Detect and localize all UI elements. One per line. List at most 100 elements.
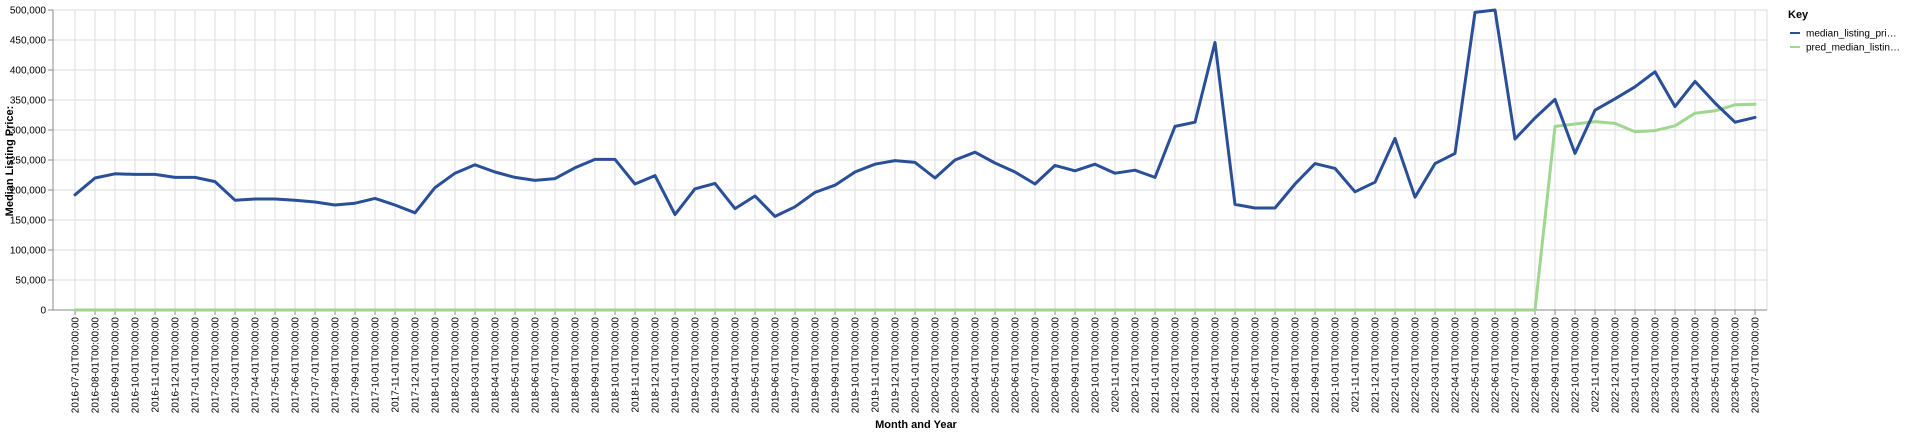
x-tick-label: 2020-02-01T00:00:00 bbox=[931, 317, 942, 414]
legend-title: Key bbox=[1788, 9, 1809, 21]
x-tick-label: 2017-12-01T00:00:00 bbox=[411, 317, 422, 414]
x-tick-label: 2018-12-01T00:00:00 bbox=[651, 317, 662, 414]
x-tick-label: 2019-03-01T00:00:00 bbox=[711, 317, 722, 414]
x-tick-label: 2018-08-01T00:00:00 bbox=[571, 317, 582, 414]
x-tick-label: 2018-11-01T00:00:00 bbox=[631, 317, 642, 413]
y-tick-label: 400,000 bbox=[10, 66, 47, 77]
x-axis: 2016-07-01T00:00:00 2016-08-01T00:00:00 20… bbox=[53, 309, 1767, 414]
x-tick-label: 2022-10-01T00:00:00 bbox=[1571, 317, 1582, 414]
x-tick-label: 2022-03-01T00:00:00 bbox=[1431, 317, 1442, 414]
x-tick-label: 2021-12-01T00:00:00 bbox=[1371, 317, 1382, 414]
x-tick-label: 2018-05-01T00:00:00 bbox=[511, 317, 522, 414]
x-tick-label: 2020-12-01T00:00:00 bbox=[1131, 317, 1142, 414]
x-tick-label: 2017-06-01T00:00:00 bbox=[291, 317, 302, 414]
x-tick-label: 2018-03-01T00:00:00 bbox=[471, 317, 482, 414]
x-tick-label: 2016-09-01T00:00:00 bbox=[111, 317, 122, 414]
y-axis-title: Median Listing Price: bbox=[4, 106, 16, 217]
x-tick-label: 2018-02-01T00:00:00 bbox=[451, 317, 462, 414]
x-tick-label: 2021-02-01T00:00:00 bbox=[1171, 317, 1182, 414]
x-tick-label: 2018-04-01T00:00:00 bbox=[491, 317, 502, 414]
x-tick-label: 2021-04-01T00:00:00 bbox=[1211, 317, 1222, 414]
series-line bbox=[73, 102, 1757, 312]
x-tick-label: 2019-05-01T00:00:00 bbox=[751, 317, 762, 414]
x-tick-label: 2019-10-01T00:00:00 bbox=[851, 317, 862, 414]
x-tick-label: 2018-07-01T00:00:00 bbox=[551, 317, 562, 414]
x-tick-label: 2021-09-01T00:00:00 bbox=[1311, 317, 1322, 414]
x-tick-label: 2020-08-01T00:00:00 bbox=[1051, 317, 1062, 414]
x-tick-label: 2016-12-01T00:00:00 bbox=[171, 317, 182, 414]
x-tick-label: 2022-04-01T00:00:00 bbox=[1451, 317, 1462, 414]
y-tick-label: 150,000 bbox=[10, 216, 47, 227]
x-tick-label: 2019-11-01T00:00:00 bbox=[871, 317, 882, 413]
x-tick-label: 2022-07-01T00:00:00 bbox=[1511, 317, 1522, 414]
x-tick-label: 2018-09-01T00:00:00 bbox=[591, 317, 602, 414]
x-tick-label: 2022-09-01T00:00:00 bbox=[1551, 317, 1562, 414]
x-tick-label: 2020-07-01T00:00:00 bbox=[1031, 317, 1042, 414]
x-tick-label: 2023-05-01T00:00:00 bbox=[1711, 317, 1722, 414]
x-tick-label: 2019-06-01T00:00:00 bbox=[771, 317, 782, 414]
y-tick-label: 500,000 bbox=[10, 6, 47, 17]
x-tick-label: 2022-01-01T00:00:00 bbox=[1391, 317, 1402, 414]
x-tick-label: 2020-05-01T00:00:00 bbox=[991, 317, 1002, 414]
x-tick-label: 2019-01-01T00:00:00 bbox=[671, 317, 682, 414]
x-tick-label: 2021-11-01T00:00:00 bbox=[1351, 317, 1362, 413]
x-tick-label: 2022-06-01T00:00:00 bbox=[1491, 317, 1502, 414]
y-tick-label: 450,000 bbox=[10, 36, 47, 47]
x-tick-label: 2020-01-01T00:00:00 bbox=[911, 317, 922, 414]
x-tick-label: 2020-09-01T00:00:00 bbox=[1071, 317, 1082, 414]
y-tick-label: 100,000 bbox=[10, 246, 47, 257]
x-tick-label: 2017-02-01T00:00:00 bbox=[211, 317, 222, 414]
x-tick-label: 2017-05-01T00:00:00 bbox=[271, 317, 282, 414]
y-tick-label: 200,000 bbox=[10, 186, 47, 197]
x-tick-label: 2017-08-01T00:00:00 bbox=[331, 317, 342, 414]
x-tick-label: 2016-08-01T00:00:00 bbox=[91, 317, 102, 414]
x-tick-label: 2021-10-01T00:00:00 bbox=[1331, 317, 1342, 414]
x-tick-label: 2016-07-01T00:00:00 bbox=[71, 317, 82, 414]
x-tick-label: 2017-09-01T00:00:00 bbox=[351, 317, 362, 414]
x-tick-label: 2017-04-01T00:00:00 bbox=[251, 317, 262, 414]
x-tick-label: 2019-02-01T00:00:00 bbox=[691, 317, 702, 414]
x-tick-label: 2017-11-01T00:00:00 bbox=[391, 317, 402, 413]
x-tick-label: 2023-07-01T00:00:00 bbox=[1751, 317, 1762, 414]
x-tick-label: 2022-05-01T00:00:00 bbox=[1471, 317, 1482, 414]
x-tick-label: 2021-08-01T00:00:00 bbox=[1291, 317, 1302, 414]
legend: Key median_listing_pri… pred_median_listi… bbox=[1788, 9, 1900, 54]
x-tick-label: 2017-01-01T00:00:00 bbox=[191, 317, 202, 414]
x-tick-label: 2019-07-01T00:00:00 bbox=[791, 317, 802, 414]
x-tick-label: 2021-06-01T00:00:00 bbox=[1251, 317, 1262, 414]
gridlines bbox=[53, 9, 1768, 311]
legend-label: median_listing_pri… bbox=[1806, 29, 1897, 40]
x-tick-label: 2019-08-01T00:00:00 bbox=[811, 317, 822, 414]
x-tick-label: 2021-03-01T00:00:00 bbox=[1191, 317, 1202, 414]
x-tick-label: 2016-10-01T00:00:00 bbox=[131, 317, 142, 414]
x-tick-label: 2022-08-01T00:00:00 bbox=[1531, 317, 1542, 414]
y-tick-label: 50,000 bbox=[15, 276, 46, 287]
y-tick-label: 300,000 bbox=[10, 126, 47, 137]
x-tick-label: 2023-01-01T00:00:00 bbox=[1631, 317, 1642, 414]
x-tick-label: 2017-10-01T00:00:00 bbox=[371, 317, 382, 414]
x-tick-label: 2020-03-01T00:00:00 bbox=[951, 317, 962, 414]
x-tick-label: 2023-03-01T00:00:00 bbox=[1671, 317, 1682, 414]
legend-label: pred_median_listin… bbox=[1806, 43, 1900, 54]
x-tick-label: 2019-12-01T00:00:00 bbox=[891, 317, 902, 414]
x-tick-label: 2022-02-01T00:00:00 bbox=[1411, 317, 1422, 414]
x-tick-label: 2020-10-01T00:00:00 bbox=[1091, 317, 1102, 414]
x-tick-label: 2019-04-01T00:00:00 bbox=[731, 317, 742, 414]
x-tick-label: 2021-07-01T00:00:00 bbox=[1271, 317, 1282, 414]
x-tick-label: 2023-02-01T00:00:00 bbox=[1651, 317, 1662, 414]
series-lines bbox=[73, 8, 1757, 312]
x-tick-label: 2018-06-01T00:00:00 bbox=[531, 317, 542, 414]
y-tick-label: 350,000 bbox=[10, 96, 47, 107]
x-tick-label: 2023-04-01T00:00:00 bbox=[1691, 317, 1702, 414]
y-tick-label: 0 bbox=[40, 306, 46, 317]
x-tick-label: 2020-04-01T00:00:00 bbox=[971, 317, 982, 414]
x-tick-label: 2016-11-01T00:00:00 bbox=[151, 317, 162, 413]
x-tick-label: 2022-12-01T00:00:00 bbox=[1611, 317, 1622, 414]
y-tick-label: 250,000 bbox=[10, 156, 47, 167]
x-tick-label: 2022-11-01T00:00:00 bbox=[1591, 317, 1602, 413]
x-tick-label: 2020-06-01T00:00:00 bbox=[1011, 317, 1022, 414]
series-line bbox=[73, 8, 1757, 218]
x-tick-label: 2021-05-01T00:00:00 bbox=[1231, 317, 1242, 414]
y-axis: 0 50,000 100,000 150,000 200,000 250,000 300,0… bbox=[10, 6, 54, 317]
